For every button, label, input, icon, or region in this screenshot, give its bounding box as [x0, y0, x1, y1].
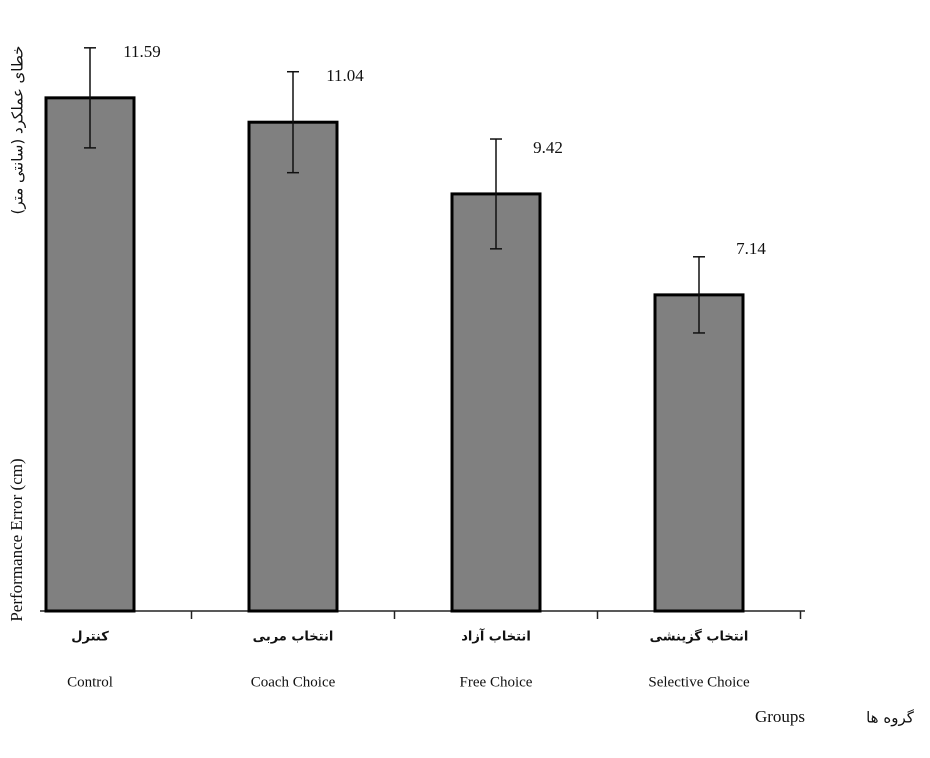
value-label: 7.14 — [736, 239, 766, 258]
x-tick-label: Control — [67, 674, 113, 690]
x-tick-label: Selective Choice — [648, 674, 750, 690]
bar — [249, 122, 337, 611]
value-label: 11.04 — [326, 66, 364, 85]
x-axis-label: Groups — [755, 707, 805, 726]
value-label: 9.42 — [533, 138, 563, 157]
value-label: 11.59 — [123, 42, 161, 61]
x-tick-label-fa: کنترل — [71, 630, 109, 645]
y-axis-label: Performance Error (cm) — [7, 458, 26, 621]
x-tick-label-fa: انتخاب گزینشی — [650, 629, 749, 645]
x-tick-label-fa: انتخاب آزاد — [461, 628, 531, 645]
y-axis-label-fa: خطای عملکرد (سانتی متر) — [9, 46, 27, 215]
bar — [655, 295, 743, 611]
chart: Performance Error (cm) خطای عملکرد (سانت… — [0, 0, 930, 758]
bar — [46, 98, 134, 611]
x-tick-label-fa: انتخاب مربی — [253, 630, 334, 645]
x-tick-label: Coach Choice — [251, 674, 336, 690]
x-axis-label-fa: گروه ها — [866, 709, 915, 727]
x-tick-label: Free Choice — [460, 674, 533, 690]
bar — [452, 194, 540, 611]
